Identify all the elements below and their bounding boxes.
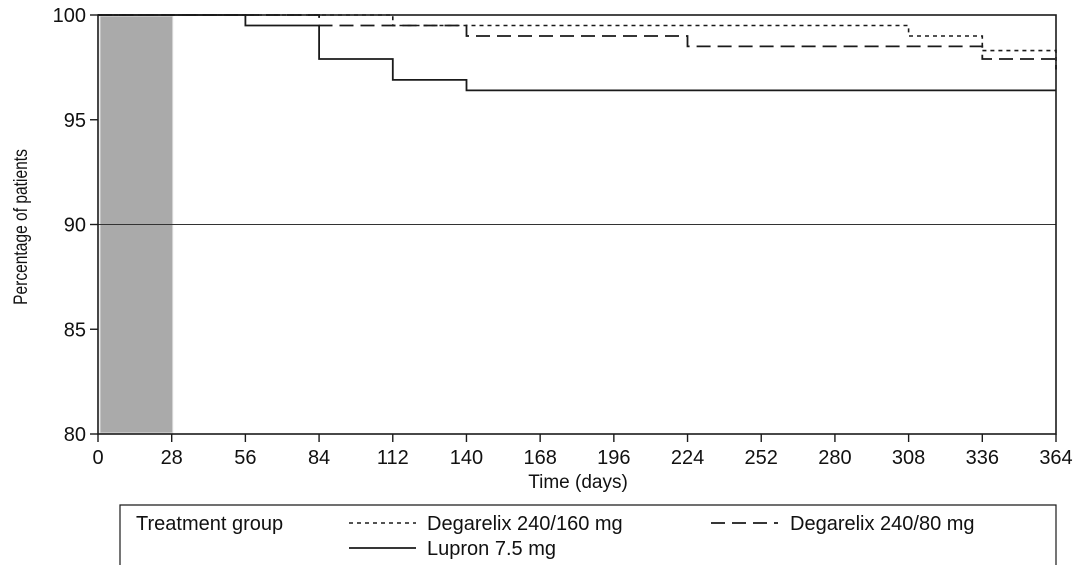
x-tick-label: 336: [966, 447, 999, 469]
x-tick-label: 224: [671, 447, 704, 469]
x-tick-label: 112: [377, 447, 409, 469]
y-tick-label: 100: [53, 5, 86, 27]
x-tick-label: 252: [745, 447, 778, 469]
x-tick-label: 364: [1039, 447, 1072, 469]
y-tick-label: 95: [64, 110, 86, 132]
x-tick-label: 308: [892, 447, 925, 469]
legend-label-lupron-7-5: Lupron 7.5 mg: [427, 538, 556, 560]
series-line-degarelix-240-80-mg: [98, 14, 1057, 70]
legend-frame: [119, 504, 1057, 565]
y-tick-label: 85: [64, 319, 86, 341]
y-axis-title: Percentage of patients: [10, 149, 32, 305]
legend-label-degarelix-240-80: Degarelix 240/80 mg: [790, 513, 975, 535]
legend: Treatment group Degarelix 240/160 mg Deg…: [119, 504, 1057, 565]
x-tick-label: 28: [161, 447, 183, 469]
x-tick-label: 56: [234, 447, 256, 469]
y-tick-label: 80: [64, 424, 86, 446]
series-line-lupron-7-5-mg: [98, 14, 1056, 92]
x-tick-label: 168: [523, 447, 556, 469]
series-line-degarelix-240-160-mg: [98, 14, 1057, 62]
x-tick-label: 140: [450, 447, 483, 469]
x-tick-label: 280: [818, 447, 851, 469]
x-tick-label: 0: [92, 447, 103, 469]
x-tick-label: 84: [308, 447, 330, 469]
x-tick-label: 196: [597, 447, 630, 469]
legend-title: Treatment group: [136, 513, 283, 535]
legend-label-degarelix-240-160: Degarelix 240/160 mg: [427, 513, 623, 535]
y-tick-label: 90: [64, 215, 86, 237]
x-axis-title: Time (days): [528, 472, 628, 493]
